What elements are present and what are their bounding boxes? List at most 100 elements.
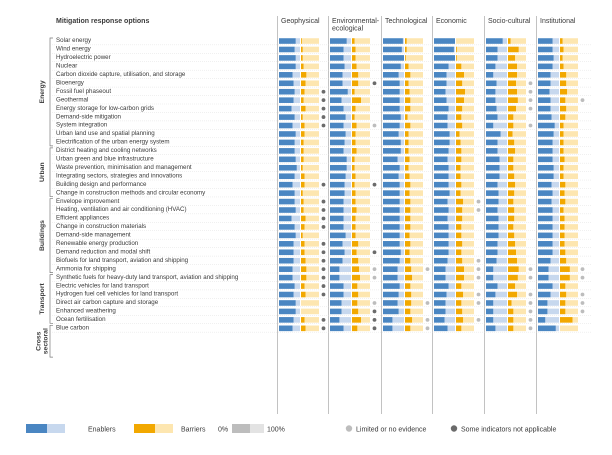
enabler-remainder (493, 274, 507, 281)
enabler-bar (330, 291, 344, 298)
enabler-remainder (493, 266, 507, 272)
barrier-remainder (356, 148, 370, 154)
barrier-bar (301, 274, 307, 281)
barrier-bar (405, 55, 406, 61)
barrier-remainder (517, 88, 526, 95)
enabler-remainder (447, 122, 455, 129)
barrier-bar (560, 105, 567, 112)
enabler-remainder (445, 88, 455, 95)
enabler-bar (538, 283, 553, 289)
barrier-bar (352, 308, 359, 315)
enabler-bar (434, 46, 454, 53)
enabler-remainder (399, 232, 404, 239)
barrier-bar (352, 317, 361, 323)
barrier-bar (301, 131, 305, 137)
barrier-remainder (302, 114, 319, 120)
barrier-remainder (303, 139, 319, 146)
enabler-remainder (552, 241, 559, 247)
barrier-remainder (563, 207, 578, 213)
barrier-remainder (354, 114, 370, 120)
barrier-remainder (565, 308, 578, 315)
barrier-remainder (513, 308, 526, 315)
enabler-bar (486, 139, 498, 146)
enabler-remainder (497, 249, 507, 256)
barrier-remainder (410, 224, 423, 230)
barrier-bar (352, 215, 356, 222)
enabler-remainder (294, 190, 300, 196)
enabler-remainder (344, 63, 351, 70)
barrier-remainder (461, 181, 474, 188)
row-label: Efficient appliances (56, 215, 109, 222)
enabler-bar (383, 190, 400, 196)
barrier-bar (301, 190, 303, 196)
enabler-remainder (400, 148, 404, 154)
enabler-remainder (548, 274, 559, 281)
barrier-remainder (412, 274, 423, 281)
barrier-bar (301, 283, 305, 289)
row-label: Electric vehicles for land transport (56, 282, 149, 289)
enabler-bar (538, 139, 553, 146)
barrier-bar (301, 122, 305, 129)
enabler-remainder (444, 317, 455, 323)
barrier-remainder (459, 131, 474, 137)
barrier-remainder (305, 325, 319, 332)
barrier-bar (456, 241, 463, 247)
enabler-bar (383, 308, 399, 315)
enabler-bar (330, 88, 348, 95)
enabler-remainder (344, 190, 351, 196)
enabler-remainder (399, 198, 404, 205)
barrier-bar (301, 317, 305, 323)
enabler-remainder (399, 241, 404, 247)
barrier-bar (301, 164, 303, 171)
barrier-bar (405, 274, 413, 281)
limited-evidence-dot (528, 98, 533, 103)
barrier-bar (405, 181, 411, 188)
barrier-bar (352, 198, 356, 205)
barrier-bar (508, 173, 515, 180)
enabler-bar (538, 55, 554, 61)
barrier-remainder (306, 72, 319, 78)
barrier-bar (456, 325, 462, 332)
barrier-remainder (564, 156, 578, 163)
enabler-remainder (342, 241, 351, 247)
barrier-remainder (410, 181, 423, 188)
barrier-remainder (514, 207, 526, 213)
barrier-remainder (572, 317, 578, 323)
barrier-bar (508, 325, 514, 332)
enabler-remainder (445, 308, 455, 315)
enabler-remainder (550, 97, 559, 103)
barrier-bar (456, 300, 462, 306)
barrier-bar (560, 241, 565, 247)
barrier-remainder (516, 249, 526, 256)
enabler-bar (538, 122, 555, 129)
row-label: Ammonia for shipping (56, 265, 116, 272)
enabler-remainder (552, 46, 559, 53)
enabler-remainder (552, 249, 559, 256)
barrier-bar (352, 122, 357, 129)
barrier-bar (560, 274, 570, 281)
barrier-remainder (410, 325, 423, 332)
barrier-bar (508, 241, 516, 247)
enabler-remainder (448, 224, 455, 230)
barrier-remainder (358, 257, 370, 264)
barrier-remainder (408, 164, 423, 171)
limited-evidence-dot (476, 199, 481, 204)
enabler-remainder (447, 156, 455, 163)
row-label: Carbon dioxide capture, utilisation, and… (56, 71, 186, 78)
enabler-bar (486, 291, 496, 298)
limited-evidence-dot (528, 106, 533, 111)
enabler-remainder (344, 139, 351, 146)
enabler-remainder (552, 215, 559, 222)
barrier-bar (560, 156, 565, 163)
barrier-remainder (408, 131, 423, 137)
row-label: Biofuels for land transport, aviation an… (56, 257, 189, 264)
barrier-remainder (411, 300, 423, 306)
barrier-remainder (565, 97, 578, 103)
limited-evidence-dot (528, 89, 533, 94)
barrier-remainder (461, 224, 474, 230)
enabler-remainder (447, 114, 455, 120)
enabler-remainder (343, 291, 351, 298)
enabler-remainder (498, 198, 507, 205)
enabler-bar (486, 97, 496, 103)
barrier-remainder (409, 249, 423, 256)
